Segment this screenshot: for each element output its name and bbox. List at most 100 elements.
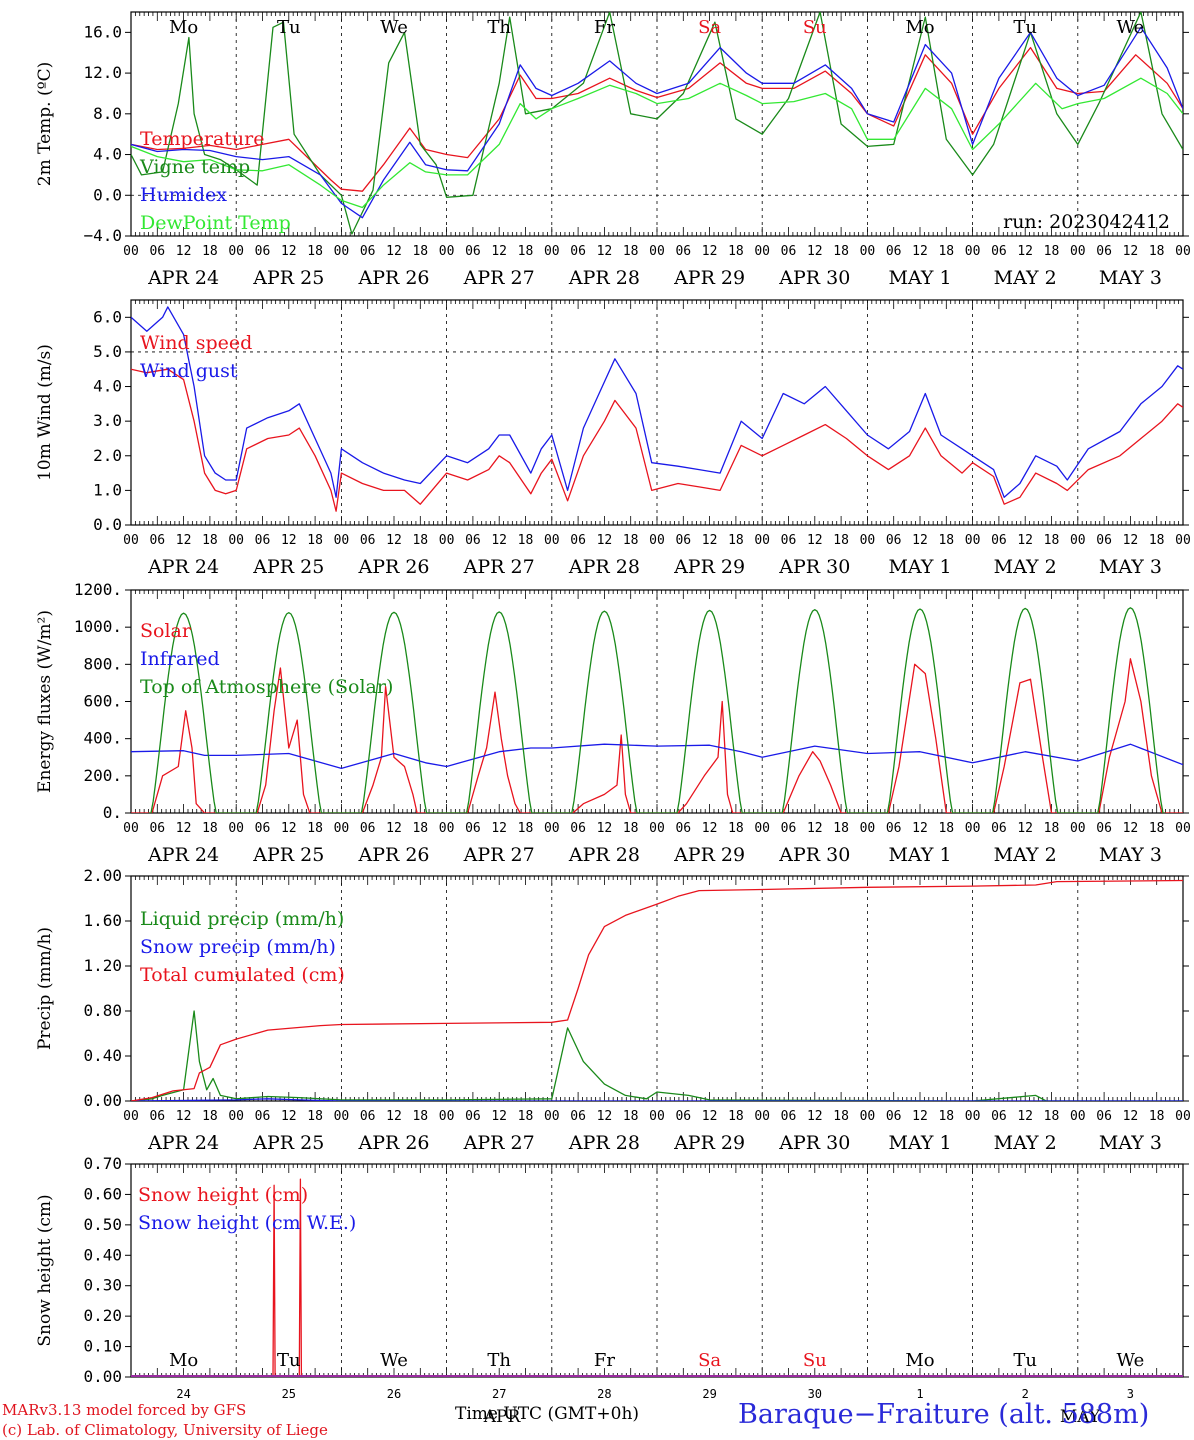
series-line-humidex: [131, 26, 1183, 219]
hour-tick-label: 12: [597, 821, 613, 836]
hour-tick-label: 06: [465, 821, 481, 836]
hour-tick-label: 00: [860, 533, 876, 548]
y-tick-label: 2.0: [93, 446, 122, 465]
series-group-4: [131, 879, 1183, 1101]
hour-tick-label: 18: [518, 244, 534, 259]
date-label: APR 30: [778, 267, 850, 289]
legend-entry: Wind gust: [140, 360, 238, 382]
weekday-label: Th: [487, 17, 511, 38]
y-tick-label: 1.60: [83, 911, 122, 930]
day-number-label: 29: [702, 1387, 716, 1401]
series-line-snow-precip-mm-h-: [131, 1098, 1183, 1101]
hour-tick-label: 18: [623, 533, 639, 548]
hour-tick-label: 12: [912, 821, 928, 836]
weekday-label: Su: [803, 17, 827, 38]
hour-tick-label: 18: [728, 244, 744, 259]
y-axis-label: Snow height (cm): [35, 1194, 55, 1346]
hour-tick-label: 12: [176, 1109, 192, 1124]
date-label: APR 28: [568, 267, 640, 289]
day-number-label: 30: [808, 1387, 822, 1401]
series-line-wind-speed: [131, 368, 1183, 512]
hour-tick-label: 18: [1044, 244, 1060, 259]
date-label: APR 27: [463, 556, 535, 578]
hour-tick-label: 00: [439, 1109, 455, 1124]
hour-tick-label: 18: [412, 821, 428, 836]
hour-tick-label: 18: [518, 1109, 534, 1124]
hour-tick-label: 00: [1070, 244, 1086, 259]
date-label: MAY 1: [888, 844, 951, 866]
hour-tick-label: 06: [886, 821, 902, 836]
legend-entry: Snow precip (mm/h): [140, 936, 336, 958]
weekday-label: Tu: [277, 17, 301, 38]
day-number-label: 1: [916, 1387, 923, 1401]
weekday-label: Tu: [1013, 1350, 1037, 1371]
date-label: APR 30: [778, 1132, 850, 1154]
hour-tick-label: 00: [123, 821, 139, 836]
hour-tick-label: 00: [1175, 533, 1191, 548]
y-tick-label: 3.0: [93, 411, 122, 430]
date-label: APR 30: [778, 556, 850, 578]
hour-tick-label: 12: [281, 821, 297, 836]
hour-tick-label: 06: [570, 244, 586, 259]
hour-tick-label: 18: [938, 821, 954, 836]
hour-tick-label: 06: [886, 533, 902, 548]
hour-tick-label: 12: [702, 533, 718, 548]
station-name: Baraque−Fraiture (alt. 588m): [738, 1399, 1150, 1430]
date-label: APR 27: [463, 267, 535, 289]
date-label: APR 28: [568, 844, 640, 866]
legend-entry: Infrared: [140, 648, 220, 670]
hour-tick-label: 00: [649, 821, 665, 836]
date-label: MAY 1: [888, 267, 951, 289]
hour-tick-label: 06: [886, 244, 902, 259]
hour-tick-label: 18: [412, 533, 428, 548]
hour-tick-label: 06: [991, 1109, 1007, 1124]
weekday-label: We: [380, 17, 408, 38]
hour-tick-label: 06: [675, 533, 691, 548]
series-group-2: [131, 306, 1183, 512]
hour-tick-label: 18: [1149, 1109, 1165, 1124]
hour-tick-label: 00: [754, 533, 770, 548]
day-number-label: 2: [1022, 1387, 1029, 1401]
hour-tick-label: 12: [1123, 821, 1139, 836]
hour-tick-label: 00: [1070, 533, 1086, 548]
hour-tick-label: 18: [518, 533, 534, 548]
date-label: APR 26: [357, 844, 429, 866]
date-label: APR 28: [568, 1132, 640, 1154]
y-tick-label: 1.20: [83, 956, 122, 975]
day-number-label: 3: [1127, 1387, 1134, 1401]
date-label: APR 29: [673, 556, 745, 578]
hour-tick-label: 12: [176, 244, 192, 259]
hour-tick-label: 00: [123, 533, 139, 548]
series-group-5: [131, 1178, 1183, 1377]
hour-tick-label: 12: [807, 1109, 823, 1124]
hour-tick-label: 00: [754, 244, 770, 259]
date-label: MAY 2: [994, 267, 1057, 289]
hour-tick-label: 12: [807, 821, 823, 836]
hour-tick-label: 00: [1070, 821, 1086, 836]
hour-tick-label: 12: [386, 1109, 402, 1124]
hour-tick-label: 06: [675, 1109, 691, 1124]
y-tick-label: 0.50: [83, 1215, 122, 1234]
hour-tick-label: 00: [439, 533, 455, 548]
hour-tick-label: 18: [728, 821, 744, 836]
weekday-label: Mo: [905, 17, 934, 38]
hour-tick-label: 18: [833, 1109, 849, 1124]
hour-tick-label: 00: [965, 533, 981, 548]
day-number-label: 24: [176, 1387, 190, 1401]
series-group-1: [131, 12, 1183, 235]
hour-tick-label: 18: [412, 244, 428, 259]
hour-tick-label: 06: [149, 821, 165, 836]
hour-tick-label: 12: [702, 1109, 718, 1124]
hour-tick-label: 06: [360, 244, 376, 259]
series-line-dewpoint-temp: [131, 77, 1183, 209]
hour-tick-label: 00: [439, 821, 455, 836]
legend-entry: Snow height (cm): [138, 1184, 308, 1206]
hour-tick-label: 18: [623, 244, 639, 259]
y-tick-label: 5.0: [93, 342, 122, 361]
y-tick-label: 0.40: [83, 1046, 122, 1065]
y-tick-label: 1.0: [93, 480, 122, 499]
hour-tick-label: 00: [228, 244, 244, 259]
hour-tick-label: 00: [544, 533, 560, 548]
hour-tick-label: 06: [255, 1109, 271, 1124]
